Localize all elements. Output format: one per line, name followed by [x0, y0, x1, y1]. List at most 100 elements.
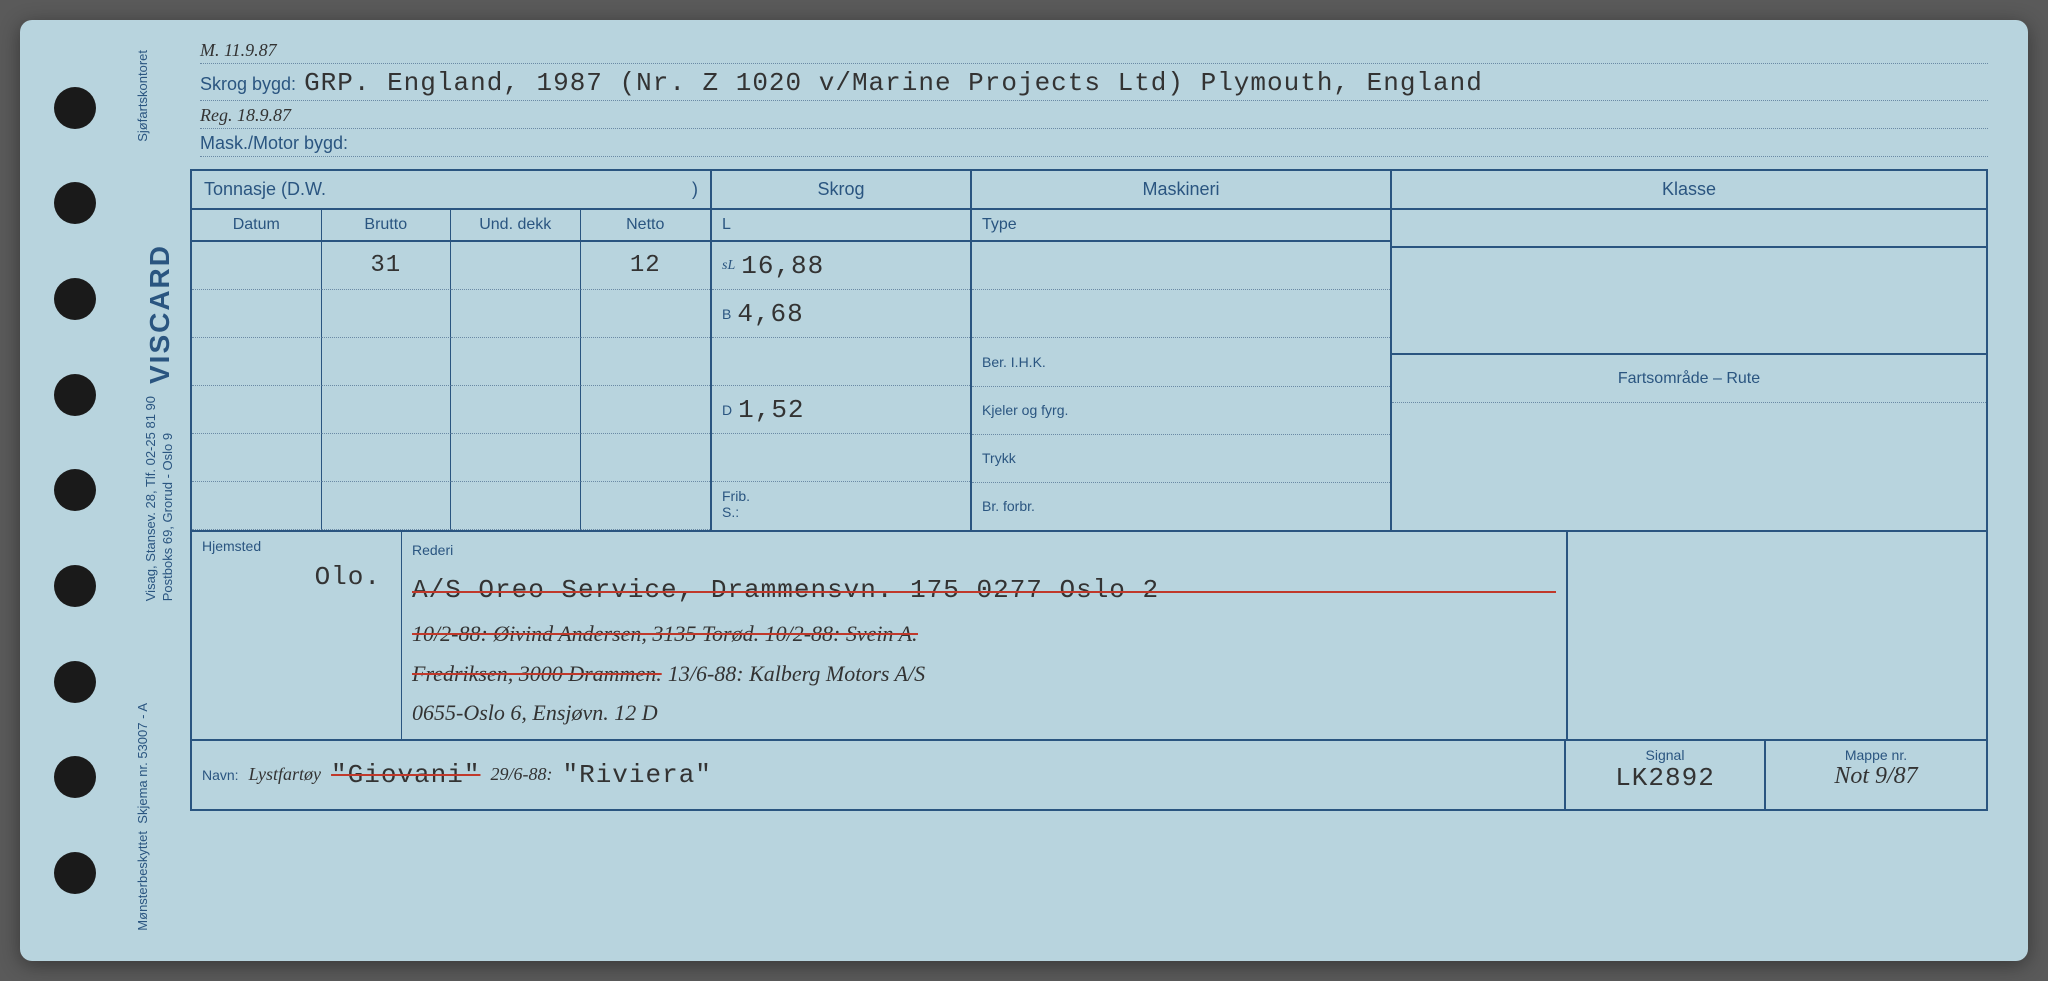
kjeler-label: Kjeler og fyrg. [972, 387, 1390, 435]
und-dekk-1 [451, 242, 581, 290]
mappe-value: Not 9/87 [1834, 763, 1917, 789]
empty-cell [581, 482, 711, 530]
empty-cell [581, 386, 711, 434]
netto-label: Netto [581, 210, 711, 242]
L-prefix: sL [722, 258, 735, 274]
und-dekk-label: Und. dekk [451, 210, 581, 242]
tonnasje-subheaders: Datum Brutto Und. dekk Netto [192, 210, 712, 242]
tonnasje-label: Tonnasje (D.W. [204, 179, 326, 200]
binder-holes [20, 20, 130, 961]
S-label: S.: [722, 504, 739, 520]
klasse-upper [1392, 248, 1986, 355]
brutto-label: Brutto [322, 210, 452, 242]
tonnasje-data: 31 12 [192, 242, 712, 530]
mask-bygd-label: Mask./Motor bygd: [200, 133, 348, 154]
navn-type: Lystfartøy [249, 764, 321, 785]
navn-cell: Navn: Lystfartøy "Giovani" 29/6-88: "Riv… [192, 741, 1566, 809]
rederi-line2b: Fredriksen, 3000 Drammen. [412, 661, 662, 686]
lower-right-empty [1566, 532, 1986, 739]
hole [54, 565, 96, 607]
frib-label: Frib. [722, 488, 750, 504]
hjemsted-cell: Hjemsted Olo. [192, 532, 402, 739]
rederi-cell: Rederi A/S Oreo Service, Drammensvn. 175… [402, 532, 1566, 739]
empty-cell [451, 434, 581, 482]
navn-date: 29/6-88: [490, 764, 552, 785]
empty-cell [322, 434, 452, 482]
skrog-L-label: L [712, 210, 970, 242]
klasse-column: Fartsområde – Rute [1392, 210, 1986, 530]
hole [54, 182, 96, 224]
empty-cell [451, 338, 581, 386]
B-prefix: B [722, 306, 731, 322]
empty-cell [581, 434, 711, 482]
index-card: Sjøfartskontoret VISCARD Visag, Stansev.… [20, 20, 2028, 961]
maskineri-column: Type Ber. I.H.K. Kjeler og fyrg. Trykk B… [972, 210, 1392, 530]
netto-value: 12 [581, 242, 711, 290]
empty-cell [322, 290, 452, 338]
rederi-line2a: 10/2-88: Øivind Andersen, 3135 Torød. 10… [412, 621, 918, 646]
empty-cell [451, 482, 581, 530]
empty-cell [581, 338, 711, 386]
L-value: 16,88 [741, 251, 824, 281]
hole [54, 374, 96, 416]
skrog-bygd-value: GRP. England, 1987 (Nr. Z 1020 v/Marine … [304, 68, 1483, 98]
rederi-line3: 0655-Oslo 6, Ensjøvn. 12 D [412, 693, 1556, 733]
empty-cell [192, 434, 322, 482]
empty-cell [451, 290, 581, 338]
rederi-label: Rederi [412, 538, 1556, 563]
empty-cell [451, 386, 581, 434]
signal-value: LK2892 [1615, 763, 1715, 793]
header-area: M. 11.9.87 Skrog bygd: GRP. England, 198… [190, 40, 1988, 169]
main-grid: Tonnasje (D.W. ) Skrog Maskineri Klasse … [190, 169, 1988, 532]
ml-note: M. 11.9.87 [200, 40, 277, 61]
rederi-line1: A/S Oreo Service, Drammensvn. 175 0277 O… [412, 567, 1556, 614]
empty-cell [192, 482, 322, 530]
skrog-bygd-label: Skrog bygd: [200, 74, 296, 95]
skrog-column: L sL 16,88 B 4,68 D 1,52 Frib. S.: [712, 210, 972, 530]
hole [54, 661, 96, 703]
empty-row [712, 338, 970, 386]
ber-label: Ber. I.H.K. [972, 338, 1390, 386]
reg-note: Reg. 18.9.87 [200, 105, 291, 126]
card-body: M. 11.9.87 Skrog bygd: GRP. England, 198… [130, 20, 2028, 961]
empty-cell [322, 386, 452, 434]
hole [54, 756, 96, 798]
mappe-cell: Mappe nr. Not 9/87 [1766, 741, 1986, 809]
empty-row [712, 434, 970, 482]
D-prefix: D [722, 402, 732, 418]
skrog-header: Skrog [712, 171, 972, 210]
maskineri-header: Maskineri [972, 171, 1392, 210]
empty-cell [322, 338, 452, 386]
hole [54, 469, 96, 511]
klasse-header: Klasse [1392, 171, 1986, 210]
klasse-lower [1392, 403, 1986, 530]
tonnasje-close: ) [692, 179, 698, 200]
empty-cell [192, 290, 322, 338]
empty-cell [192, 386, 322, 434]
signal-label: Signal [1576, 747, 1754, 763]
trykk-label: Trykk [972, 435, 1390, 483]
fartsomrade-label: Fartsområde – Rute [1392, 355, 1986, 403]
type-label: Type [972, 210, 1390, 242]
signal-cell: Signal LK2892 [1566, 741, 1766, 809]
tonnasje-header: Tonnasje (D.W. ) [192, 171, 712, 210]
empty-cell [581, 290, 711, 338]
datum-1 [192, 242, 322, 290]
B-value: 4,68 [737, 299, 803, 329]
hole [54, 278, 96, 320]
rederi-line2c: 13/6-88: Kalberg Motors A/S [668, 661, 925, 686]
mask-empty [972, 290, 1390, 338]
empty-cell [322, 482, 452, 530]
type-value [972, 242, 1390, 290]
br-label: Br. forbr. [982, 498, 1035, 514]
datum-label: Datum [192, 210, 322, 242]
brutto-value: 31 [322, 242, 452, 290]
navn-old: "Giovani" [331, 760, 480, 790]
navn-label: Navn: [202, 767, 239, 783]
hjemsted-label: Hjemsted [202, 538, 391, 554]
navn-new: "Riviera" [562, 760, 711, 790]
hole [54, 87, 96, 129]
klasse-sub-empty [1392, 210, 1986, 248]
hjemsted-value: Olo. [202, 562, 391, 592]
mappe-label: Mappe nr. [1776, 747, 1976, 763]
